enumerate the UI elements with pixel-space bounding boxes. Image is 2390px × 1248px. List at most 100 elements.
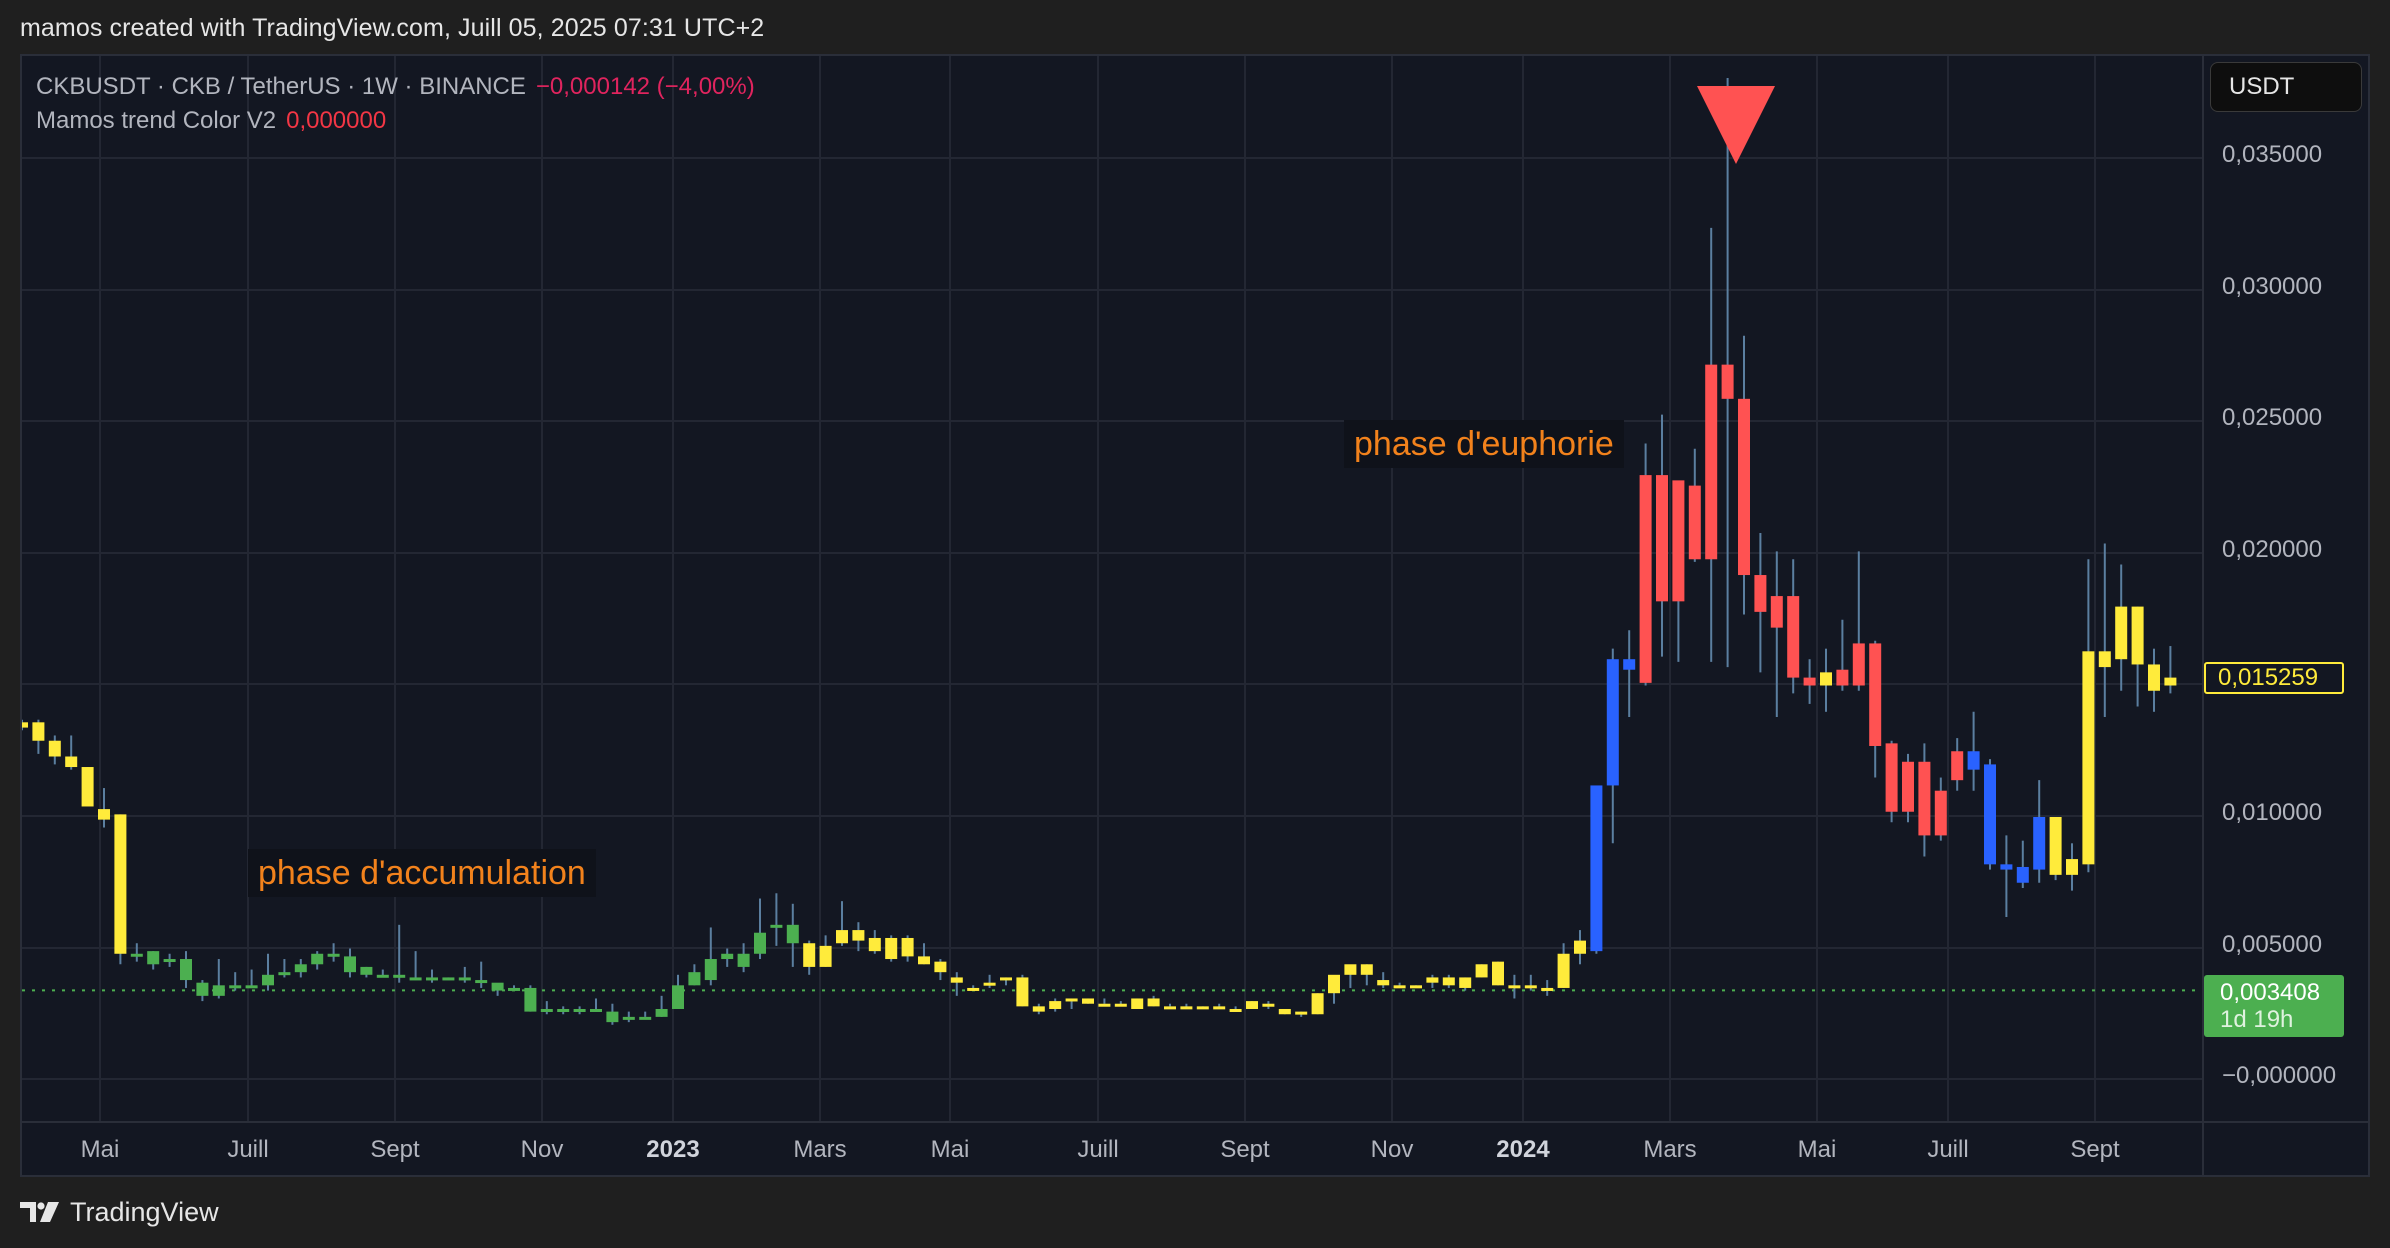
candle-body[interactable]: [212, 985, 225, 996]
candle-body[interactable]: [1869, 643, 1882, 746]
candle-body[interactable]: [983, 982, 996, 986]
candle-body[interactable]: [754, 932, 766, 954]
candle-body[interactable]: [508, 987, 520, 991]
candle-body[interactable]: [1508, 985, 1521, 989]
candle-body[interactable]: [2000, 864, 2013, 870]
candle-body[interactable]: [1098, 1003, 1111, 1007]
candle-body[interactable]: [1836, 669, 1849, 686]
candle-body[interactable]: [1656, 475, 1668, 602]
candle-body[interactable]: [2098, 651, 2111, 668]
candle-body[interactable]: [557, 1008, 570, 1012]
candle-body[interactable]: [2049, 817, 2062, 875]
candle-body[interactable]: [48, 740, 61, 757]
candle-body[interactable]: [1688, 485, 1701, 560]
candle-body[interactable]: [1213, 1006, 1226, 1010]
candle-body[interactable]: [1459, 977, 1472, 988]
candle-body[interactable]: [721, 953, 734, 960]
candle-body[interactable]: [1606, 659, 1619, 786]
candle-body[interactable]: [1623, 659, 1636, 670]
candle-body[interactable]: [1967, 751, 1980, 770]
candle-body[interactable]: [1918, 761, 1931, 836]
candle-body[interactable]: [114, 814, 127, 954]
candle-body[interactable]: [1721, 364, 1734, 399]
candle-body[interactable]: [426, 977, 438, 981]
candle-body[interactable]: [606, 1011, 619, 1023]
candle-body[interactable]: [852, 930, 865, 941]
indicator-row[interactable]: Mamos trend Color V2 0,000000: [36, 104, 755, 138]
candle-body[interactable]: [2033, 817, 2046, 870]
candle-body[interactable]: [1196, 1006, 1209, 1010]
candle-body[interactable]: [2131, 606, 2144, 665]
candle-body[interactable]: [1492, 961, 1504, 986]
candle-body[interactable]: [81, 767, 94, 807]
candle-body[interactable]: [458, 977, 471, 981]
candle-body[interactable]: [491, 982, 504, 991]
candle-body[interactable]: [1065, 998, 1078, 1002]
candle-body[interactable]: [1311, 993, 1324, 1015]
candle-body[interactable]: [1885, 743, 1898, 812]
candle-body[interactable]: [1672, 480, 1685, 602]
candle-body[interactable]: [1131, 998, 1144, 1009]
candle-body[interactable]: [622, 1016, 635, 1020]
candle-body[interactable]: [1770, 596, 1783, 628]
candle-body[interactable]: [278, 972, 291, 976]
candle-body[interactable]: [1934, 790, 1947, 836]
candle-body[interactable]: [704, 959, 717, 981]
candle-body[interactable]: [327, 953, 340, 957]
candle-body[interactable]: [196, 982, 209, 996]
candle-body[interactable]: [819, 945, 832, 967]
candle-body[interactable]: [442, 977, 455, 981]
annotation-accumulation[interactable]: phase d'accumulation: [248, 849, 596, 897]
candle-body[interactable]: [737, 953, 750, 967]
currency-button[interactable]: USDT: [2210, 62, 2362, 112]
candle-body[interactable]: [885, 937, 898, 960]
candle-body[interactable]: [639, 1016, 652, 1020]
candle-body[interactable]: [1082, 998, 1094, 1004]
candle-body[interactable]: [868, 937, 881, 952]
candle-body[interactable]: [1147, 998, 1160, 1007]
candle-body[interactable]: [1246, 1001, 1258, 1009]
candle-body[interactable]: [1557, 953, 1570, 988]
candle-body[interactable]: [344, 956, 356, 973]
candle-body[interactable]: [32, 722, 45, 741]
candle-body[interactable]: [245, 985, 258, 989]
candle-body[interactable]: [655, 1008, 668, 1017]
candle-body[interactable]: [524, 987, 537, 1012]
candle-body[interactable]: [1426, 977, 1439, 983]
candle-body[interactable]: [1360, 964, 1373, 975]
candle-body[interactable]: [1016, 977, 1029, 1007]
candle-body[interactable]: [409, 977, 422, 981]
candle-body[interactable]: [1541, 987, 1554, 991]
candle-body[interactable]: [803, 943, 816, 967]
candle-body[interactable]: [1852, 643, 1865, 686]
candle-body[interactable]: [786, 924, 799, 944]
candle-body[interactable]: [147, 951, 160, 965]
candle-body[interactable]: [770, 924, 783, 928]
candle-body[interactable]: [376, 974, 389, 978]
candle-body[interactable]: [1032, 1006, 1045, 1012]
candle-body[interactable]: [180, 959, 192, 981]
candle-body[interactable]: [590, 1008, 602, 1012]
candle-body[interactable]: [1524, 985, 1537, 989]
candle-body[interactable]: [360, 966, 373, 975]
candle-body[interactable]: [1442, 977, 1455, 986]
candle-body[interactable]: [540, 1008, 553, 1012]
symbol-row[interactable]: CKBUSDT · CKB / TetherUS · 1W · BINANCE −…: [36, 70, 755, 104]
candle-body[interactable]: [1295, 1011, 1308, 1015]
candle-body[interactable]: [1328, 974, 1340, 994]
candle-body[interactable]: [1639, 475, 1652, 683]
candle-body[interactable]: [1377, 980, 1390, 986]
candle-body[interactable]: [1164, 1006, 1176, 1010]
candle-body[interactable]: [475, 980, 488, 984]
candle-body[interactable]: [918, 956, 930, 965]
candle-body[interactable]: [1278, 1008, 1291, 1015]
candle-body[interactable]: [950, 977, 963, 983]
candle-body[interactable]: [1344, 964, 1357, 975]
candle-body[interactable]: [1803, 677, 1816, 686]
candle-body[interactable]: [967, 987, 980, 991]
candle-body[interactable]: [901, 937, 914, 957]
candle-body[interactable]: [1393, 985, 1406, 989]
candle-body[interactable]: [1180, 1006, 1193, 1010]
candle-body[interactable]: [1984, 764, 1996, 865]
candle-body[interactable]: [1590, 785, 1603, 952]
